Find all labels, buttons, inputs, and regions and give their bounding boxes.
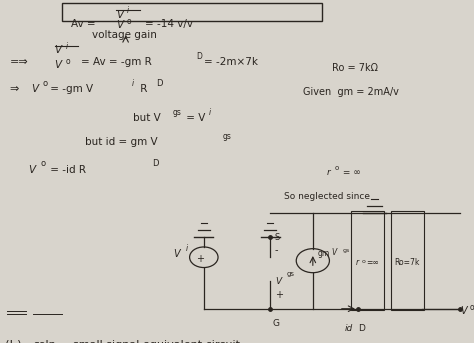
Bar — [62, 3, 322, 21]
Text: = V: = V — [183, 113, 206, 123]
Text: V: V — [28, 165, 36, 175]
Text: So neglected since: So neglected since — [284, 192, 370, 201]
Text: i: i — [186, 244, 188, 253]
Text: o: o — [362, 259, 365, 264]
Text: S: S — [275, 233, 280, 242]
Text: ⇒: ⇒ — [9, 84, 19, 94]
Text: gs: gs — [287, 271, 295, 277]
Text: Av =: Av = — [71, 19, 99, 29]
Text: gm: gm — [318, 249, 330, 258]
Text: = Av = -gm R: = Av = -gm R — [81, 57, 151, 67]
Text: but V: but V — [133, 113, 161, 123]
Text: =∞: =∞ — [366, 258, 379, 267]
Text: G: G — [273, 319, 280, 328]
Text: o: o — [334, 165, 338, 170]
Text: V: V — [173, 249, 180, 259]
Text: o: o — [40, 159, 46, 168]
Text: i: i — [132, 79, 134, 88]
Text: soln: soln — [33, 340, 56, 343]
Text: r: r — [327, 168, 331, 177]
Text: id: id — [344, 324, 353, 333]
Text: o: o — [127, 17, 132, 26]
Text: -: - — [275, 245, 278, 256]
Text: Ro = 7kΩ: Ro = 7kΩ — [332, 63, 378, 73]
Text: = -gm V: = -gm V — [47, 84, 93, 94]
Text: Ro=7k: Ro=7k — [394, 258, 420, 267]
Text: = -id R: = -id R — [47, 165, 86, 175]
Text: V: V — [55, 60, 62, 70]
Text: = -14 v/v: = -14 v/v — [145, 19, 192, 29]
Text: D: D — [197, 52, 202, 61]
Text: D: D — [156, 79, 163, 88]
Text: R: R — [137, 84, 148, 94]
Text: Given  gm = 2mA/v: Given gm = 2mA/v — [303, 87, 399, 97]
Text: voltage gain: voltage gain — [92, 30, 157, 40]
Text: ac: ac — [64, 341, 73, 343]
Text: o: o — [65, 57, 70, 66]
Text: r: r — [356, 258, 359, 267]
Text: D: D — [358, 324, 365, 333]
Text: o: o — [470, 303, 474, 312]
Text: gs: gs — [173, 108, 182, 117]
Text: (b): (b) — [5, 340, 21, 343]
Text: = -2m×7k: = -2m×7k — [204, 57, 258, 67]
Text: +: + — [196, 254, 204, 264]
Text: = ∞: = ∞ — [340, 168, 361, 177]
Text: D: D — [152, 159, 158, 168]
Text: V: V — [31, 84, 38, 94]
Text: V: V — [460, 306, 467, 316]
Text: i: i — [127, 6, 129, 15]
Text: i: i — [209, 108, 210, 117]
Text: o: o — [43, 79, 48, 88]
Text: V: V — [275, 277, 281, 286]
Text: but id = gm V: but id = gm V — [85, 137, 158, 147]
Text: V: V — [116, 20, 123, 30]
Text: V: V — [116, 10, 123, 20]
Text: =⇒: =⇒ — [9, 57, 28, 67]
Text: small signal equivalent circuit: small signal equivalent circuit — [73, 340, 240, 343]
Text: gs: gs — [223, 132, 232, 141]
Text: V: V — [332, 248, 337, 257]
Text: V: V — [55, 45, 62, 55]
Text: i: i — [65, 42, 67, 51]
Text: gs: gs — [343, 248, 350, 253]
Text: +: + — [275, 290, 283, 300]
